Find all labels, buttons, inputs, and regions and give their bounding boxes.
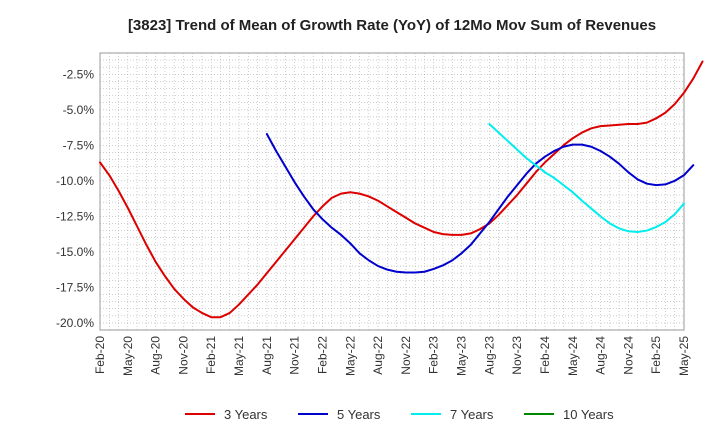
y-tick-label: -17.5% — [56, 280, 94, 294]
y-tick-label: -15.0% — [56, 245, 94, 259]
series-layer — [99, 60, 704, 319]
x-tick-label: May-22 — [343, 336, 357, 376]
x-axis-ticks: Feb-20 May-20 Aug-20 Nov-20 Feb-21 May-21 Aug-… — [93, 336, 691, 376]
legend-label: 5 Years — [337, 407, 381, 422]
y-tick-label: -5.0% — [63, 103, 95, 117]
plot-frame — [99, 52, 685, 331]
x-tick-label: May-20 — [121, 336, 135, 376]
x-tick-label: Feb-21 — [204, 336, 218, 374]
y-tick-label: -12.5% — [56, 209, 94, 223]
x-tick-label: Aug-21 — [260, 336, 274, 375]
y-tick-label: -10.0% — [56, 174, 94, 188]
x-tick-label: Aug-23 — [482, 336, 496, 375]
x-tick-label: Nov-20 — [176, 336, 190, 375]
x-tick-label: Nov-24 — [621, 336, 635, 375]
grid-layer — [100, 52, 684, 331]
legend-label: 10 Years — [563, 407, 614, 422]
x-tick-label: Nov-21 — [288, 336, 302, 375]
x-tick-label: Aug-22 — [371, 336, 385, 375]
x-tick-label: May-21 — [232, 336, 246, 376]
series-line-7-years — [488, 123, 685, 233]
x-tick-label: Feb-20 — [93, 336, 107, 374]
x-tick-label: May-23 — [455, 336, 469, 376]
x-tick-label: Aug-20 — [149, 336, 163, 375]
legend-label: 7 Years — [450, 407, 494, 422]
x-tick-label: Feb-25 — [649, 336, 663, 374]
x-tick-label: May-25 — [677, 336, 691, 376]
y-tick-label: -7.5% — [63, 138, 95, 152]
x-tick-label: Nov-23 — [510, 336, 524, 375]
series-line-3-years — [99, 60, 704, 319]
x-tick-label: Aug-24 — [594, 336, 608, 375]
x-tick-label: May-24 — [566, 336, 580, 376]
x-tick-label: Feb-22 — [315, 336, 329, 374]
legend: 3 Years 5 Years 7 Years 10 Years — [185, 407, 614, 422]
x-tick-label: Feb-23 — [427, 336, 441, 374]
x-tick-label: Feb-24 — [538, 336, 552, 374]
chart-title: [3823] Trend of Mean of Growth Rate (YoY… — [128, 17, 656, 34]
y-tick-label: -20.0% — [56, 316, 94, 330]
y-tick-label: -2.5% — [63, 67, 95, 81]
series-line-5-years — [265, 132, 695, 274]
y-axis-ticks: -2.5% -5.0% -7.5% -10.0% -12.5% -15.0% -17.5% -… — [56, 67, 94, 330]
legend-label: 3 Years — [224, 407, 268, 422]
x-tick-label: Nov-22 — [399, 336, 413, 375]
